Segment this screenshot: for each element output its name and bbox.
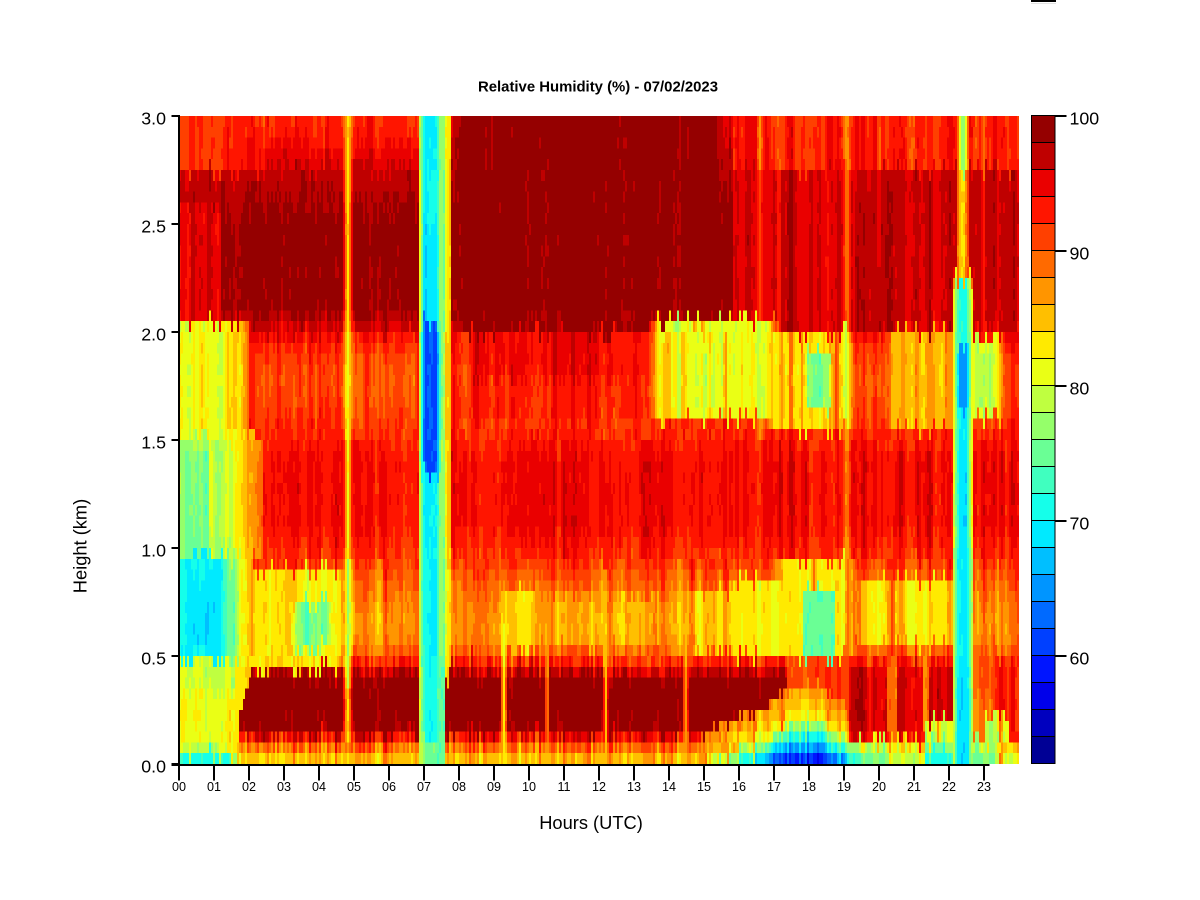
svg-text:07: 07 bbox=[417, 780, 431, 794]
svg-text:15: 15 bbox=[697, 780, 711, 794]
svg-text:20: 20 bbox=[872, 780, 886, 794]
svg-text:11: 11 bbox=[557, 780, 570, 794]
svg-text:19: 19 bbox=[837, 780, 851, 794]
svg-text:Hours (UTC): Hours (UTC) bbox=[539, 812, 643, 833]
svg-text:01: 01 bbox=[207, 780, 221, 794]
svg-text:00: 00 bbox=[172, 780, 186, 794]
svg-text:22: 22 bbox=[942, 780, 956, 794]
svg-text:60: 60 bbox=[1070, 648, 1090, 668]
svg-text:Relative Humidity (%) - 07/02/: Relative Humidity (%) - 07/02/2023 bbox=[478, 79, 718, 95]
svg-text:Height (km): Height (km) bbox=[70, 499, 91, 593]
svg-text:12: 12 bbox=[592, 780, 606, 794]
svg-text:0.5: 0.5 bbox=[141, 648, 166, 668]
svg-text:04: 04 bbox=[312, 780, 326, 794]
svg-text:1.0: 1.0 bbox=[141, 540, 166, 560]
svg-text:21: 21 bbox=[907, 780, 921, 794]
svg-text:1.5: 1.5 bbox=[141, 432, 166, 452]
svg-text:02: 02 bbox=[242, 780, 256, 794]
svg-text:17: 17 bbox=[767, 780, 781, 794]
svg-text:06: 06 bbox=[382, 780, 396, 794]
svg-text:2.5: 2.5 bbox=[141, 216, 166, 236]
svg-text:14: 14 bbox=[662, 780, 676, 794]
svg-text:13: 13 bbox=[627, 780, 641, 794]
svg-text:3.0: 3.0 bbox=[141, 108, 166, 128]
svg-text:100: 100 bbox=[1070, 108, 1100, 128]
svg-text:03: 03 bbox=[277, 780, 291, 794]
svg-text:23: 23 bbox=[977, 780, 991, 794]
svg-text:05: 05 bbox=[347, 780, 361, 794]
svg-text:90: 90 bbox=[1070, 243, 1090, 263]
svg-text:18: 18 bbox=[802, 780, 816, 794]
svg-text:70: 70 bbox=[1070, 513, 1090, 533]
svg-text:09: 09 bbox=[487, 780, 501, 794]
svg-text:80: 80 bbox=[1070, 378, 1090, 398]
svg-text:0.0: 0.0 bbox=[141, 756, 166, 776]
svg-text:2.0: 2.0 bbox=[141, 324, 166, 344]
svg-text:10: 10 bbox=[522, 780, 536, 794]
svg-text:08: 08 bbox=[452, 780, 466, 794]
svg-text:16: 16 bbox=[732, 780, 746, 794]
